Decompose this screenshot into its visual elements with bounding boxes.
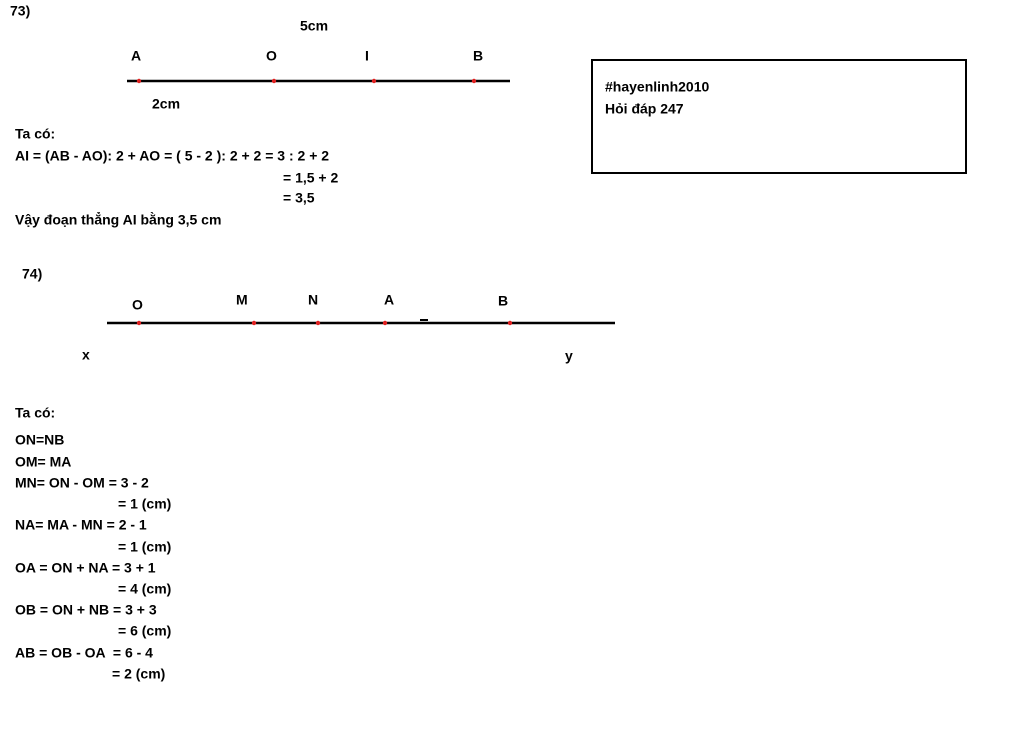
point-dot xyxy=(471,78,477,84)
conclusion: Vậy đoạn thẳng AI bằng 3,5 cm xyxy=(15,211,221,228)
note-line: #hayenlinh2010 xyxy=(605,79,709,95)
solution-line: = 6 (cm) xyxy=(118,623,171,639)
point-label: I xyxy=(365,48,369,64)
point-label: B xyxy=(473,48,483,64)
heading: Ta có: xyxy=(15,126,55,142)
point-label: A xyxy=(131,48,141,64)
point-label: B xyxy=(498,293,508,309)
heading: Ta có: xyxy=(15,405,55,421)
solution-line: = 1,5 + 2 xyxy=(283,170,338,186)
length-label: 5cm xyxy=(300,18,328,34)
solution-line: MN= ON - OM = 3 - 2 xyxy=(15,475,149,491)
point-dot xyxy=(136,78,142,84)
problem-number: 74) xyxy=(22,266,42,282)
solution-line: ON=NB xyxy=(15,432,64,448)
note-line: Hỏi đáp 247 xyxy=(605,101,684,117)
solution-line: = 1 (cm) xyxy=(118,496,171,512)
solution-line: OM= MA xyxy=(15,454,71,470)
point-dot xyxy=(271,78,277,84)
solution-line: = 3,5 xyxy=(283,190,315,206)
point-label: N xyxy=(308,292,318,308)
point-dot xyxy=(507,320,513,326)
point-dot xyxy=(382,320,388,326)
point-label: M xyxy=(236,292,248,308)
solution-line: OB = ON + NB = 3 + 3 xyxy=(15,602,157,618)
solution: ON=NB OM= MA MN= ON - OM = 3 - 2 = 1 (cm) NA… xyxy=(15,432,171,682)
point-dot xyxy=(371,78,377,84)
solution-line: = 2 (cm) xyxy=(112,666,165,682)
solution-line: = 1 (cm) xyxy=(118,539,171,555)
solution-line: AI = (AB - AO): 2 + AO = ( 5 - 2 ): 2 + … xyxy=(15,148,329,164)
solution-line: = 4 (cm) xyxy=(118,581,171,597)
problem-number: 73) xyxy=(10,3,30,19)
point-label: O xyxy=(266,48,277,64)
point-dot xyxy=(136,320,142,326)
point-label: O xyxy=(132,297,143,313)
point-dot xyxy=(251,320,257,326)
point-label: A xyxy=(384,292,394,308)
note-box xyxy=(591,59,967,174)
length-label: 2cm xyxy=(152,96,180,112)
solution-line: NA= MA - MN = 2 - 1 xyxy=(15,517,147,533)
end-label: y xyxy=(565,348,573,364)
solution-line: AB = OB - OA = 6 - 4 xyxy=(15,645,153,661)
end-label: x xyxy=(82,347,90,363)
solution-line: OA = ON + NA = 3 + 1 xyxy=(15,560,156,576)
point-dot xyxy=(315,320,321,326)
